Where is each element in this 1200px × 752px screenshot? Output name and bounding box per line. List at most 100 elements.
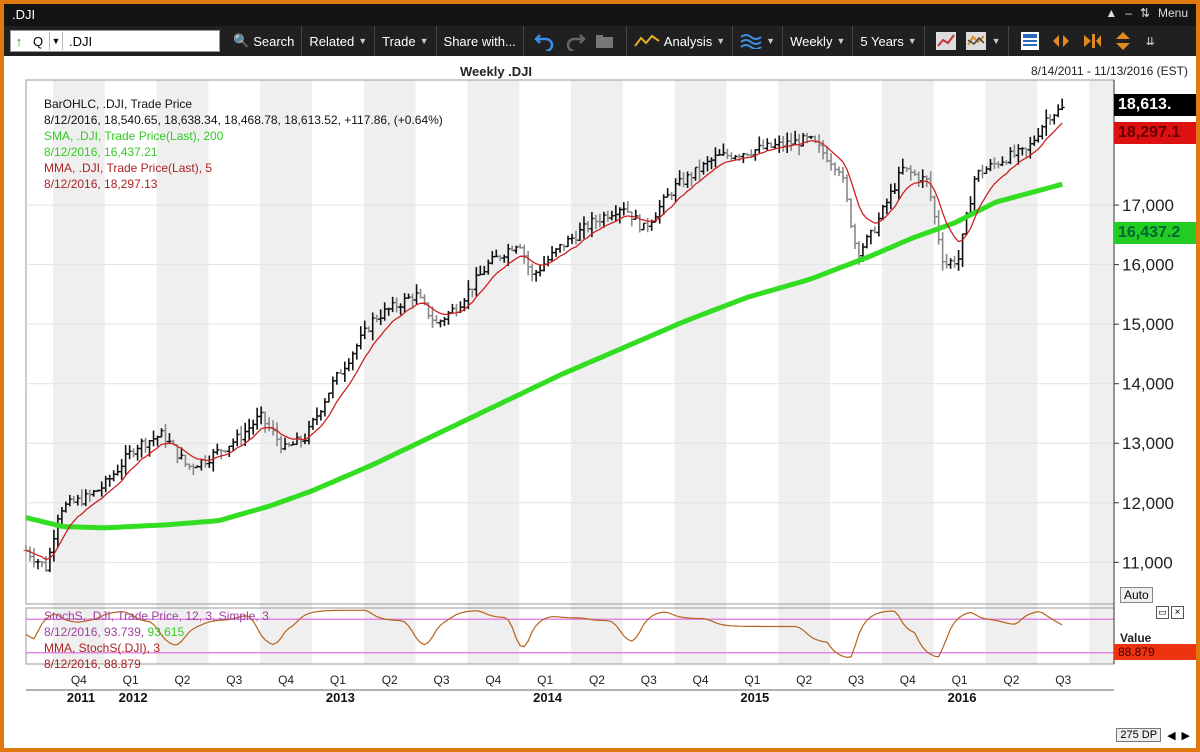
legend-stoch: StochS, .DJI, Trade Price, 12, 3, Simple… [44,609,269,623]
legend-mma: MMA, .DJI, Trade Price(Last), 5 [44,161,213,175]
restore-pane-icon[interactable]: ▭ [1156,606,1169,619]
x-quarter-label: Q3 [641,673,657,687]
sma-200-line [25,181,1063,531]
stoch-value-label: Value [1120,631,1152,645]
share-label: Share with... [443,33,516,49]
zoom-icon[interactable] [1081,31,1103,51]
x-year-label: 2012 [119,690,148,705]
legend-series: BarOHLC, .DJI, Trade Price [44,97,193,111]
x-quarter-label: Q4 [71,673,87,687]
chart-title: Weekly .DJI [460,64,533,79]
trade-button[interactable]: Trade ▼ [375,26,437,56]
x-quarter-label: Q3 [226,673,242,687]
share-button[interactable]: Share with... [437,26,524,56]
related-label: Related [309,33,355,49]
redo-icon[interactable] [564,31,586,51]
analysis-button[interactable]: Analysis ▼ [627,26,734,56]
pin-icon[interactable]: ▲ [1105,6,1118,20]
double-chevron-down-icon[interactable]: ⇊ [1145,35,1155,48]
zoom-level[interactable]: 275 DP [1116,728,1162,742]
legend-mma-value: 8/12/2016, 18,297.13 [44,177,158,191]
auto-scale-button[interactable]: Auto [1120,587,1153,603]
search-button[interactable]: 🔍 Search [226,26,303,56]
chevron-down-icon[interactable]: ▼ [49,32,63,50]
chevron-down-icon[interactable]: ▼ [991,36,1001,46]
studies-button[interactable]: ▼ [733,26,784,56]
x-quarter-label: Q2 [796,673,812,687]
stoch-line [25,609,1063,659]
symbol-prefix: Q [32,33,44,49]
chevron-down-icon: ▼ [766,36,776,46]
title-bar: .DJI ▲ – ⇅ Menu [4,4,1196,26]
x-quarter-label: Q2 [382,673,398,687]
compare-chart-icon[interactable] [965,31,987,51]
quarter-band [52,80,105,664]
folder-icon[interactable] [594,31,616,51]
toolbar: ↑ Q ▼ .DJI 🔍 Search Related ▼ Trade ▼ Sh… [4,26,1196,56]
analysis-label: Analysis [663,33,713,49]
chevron-down-icon: ▼ [907,36,917,46]
price-chart[interactable]: 11,000 12,000 13,000 14,000 15,000 16,000 17,0… [20,56,1196,746]
mma-5-line [25,122,1063,561]
y-tick-label: 11,000 [1122,553,1173,572]
legend-stoch-mma: MMA, StochS(.DJI), 3 [44,641,161,655]
minimize-icon[interactable]: – [1125,6,1132,20]
vertical-zoom-icon[interactable] [1112,31,1134,51]
wave-icon [740,34,762,49]
x-quarter-label: Q2 [174,673,190,687]
x-quarter-label: Q1 [744,673,760,687]
y-tick-label: 13,000 [1122,434,1174,453]
mma-price-tag: 18,297.1 [1114,122,1196,144]
data-window-icon[interactable] [1019,31,1041,51]
legend-ohlc-text: 8/12/2016, 18,540.65, 18,638.34, 18,468.… [44,113,443,127]
range-label: 5 Years [860,33,904,49]
y-tick-label: 15,000 [1122,315,1174,334]
period-select[interactable]: Weekly ▼ [783,26,854,56]
chevron-down-icon: ▼ [358,36,368,46]
bottom-bar: 275 DP ◀ ▶ [1116,728,1190,742]
x-quarter-label: Q1 [330,673,346,687]
x-quarter-label: Q1 [123,673,139,687]
x-year-label: 2014 [533,690,563,705]
chevron-down-icon: ▼ [419,36,429,46]
undo-icon[interactable] [534,31,556,51]
range-select[interactable]: 5 Years ▼ [853,26,925,56]
x-quarter-label: Q4 [278,673,294,687]
legend-stoch-values: 8/12/2016, 93.739, 93.615 [44,624,269,640]
x-quarter-label: Q1 [952,673,968,687]
close-pane-icon[interactable]: × [1171,606,1184,619]
legend-sma-value: 8/12/2016, 16,437.21 [44,145,158,159]
link-icon[interactable]: ⇅ [1139,6,1150,20]
x-year-label: 2013 [326,690,355,705]
x-year-label: 2015 [740,690,769,705]
chevron-down-icon: ▼ [716,36,726,46]
quarter-band [778,80,831,664]
symbol-input[interactable]: ↑ Q ▼ .DJI [10,30,220,52]
y-tick-label: 12,000 [1122,494,1174,513]
chart-area: Weekly .DJI 8/14/2011 - 11/13/2016 (EST)… [20,56,1196,746]
analysis-icon [633,34,660,47]
legend-sma: SMA, .DJI, Trade Price(Last), 200 [44,129,224,143]
legend-stoch-d: 93.615 [147,625,185,639]
scroll-left-icon[interactable]: ◀ [1167,729,1176,742]
line-chart-icon[interactable] [935,31,957,51]
scroll-right-icon[interactable]: ▶ [1181,729,1190,742]
quarter-band [985,80,1038,664]
y-tick-label: 14,000 [1122,375,1174,394]
x-quarter-label: Q2 [589,673,605,687]
x-year-label: 2011 [67,690,95,705]
symbol-value[interactable]: .DJI [69,33,93,49]
x-quarter-label: Q3 [434,673,450,687]
quarter-band [260,80,312,664]
chart-type-controls: ▼ [925,26,1009,56]
menu-button[interactable]: Menu [1157,6,1188,20]
y-tick-label: 16,000 [1122,256,1174,275]
scroll-icon[interactable] [1050,31,1072,51]
window-controls: ▲ – ⇅ Menu [1105,6,1188,20]
quarter-band [156,80,209,664]
x-year-label: 2016 [948,690,977,705]
related-button[interactable]: Related ▼ [302,26,376,56]
last-price-tag: 18,613. [1114,94,1196,116]
main-legend: BarOHLC, .DJI, Trade Price 8/12/2016, 18… [44,96,443,192]
